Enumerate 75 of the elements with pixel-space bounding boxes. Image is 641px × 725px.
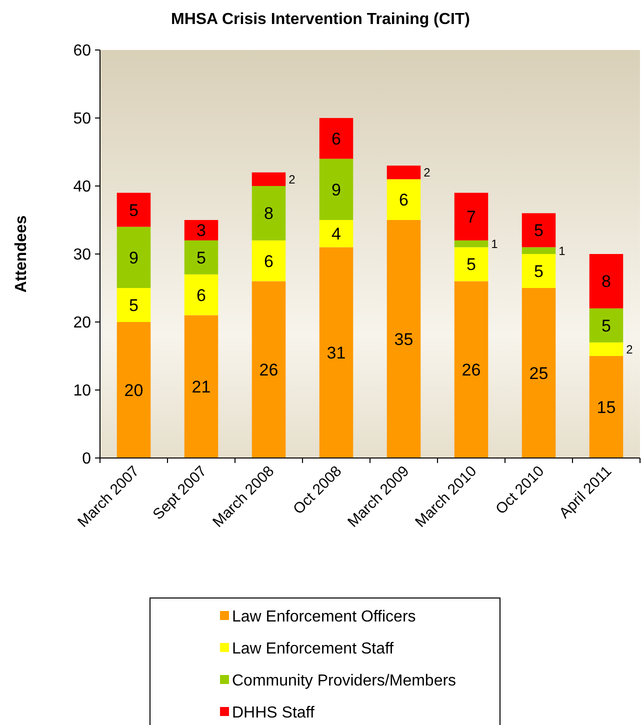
bar (252, 281, 286, 458)
bar (319, 118, 354, 159)
data-label: 2 (424, 166, 431, 180)
bar (252, 186, 286, 240)
bar (252, 172, 286, 186)
data-label: 9 (129, 248, 138, 268)
bar (522, 288, 556, 458)
y-tick-label: 30 (73, 246, 92, 264)
data-label: 3 (196, 221, 206, 240)
bar (319, 247, 354, 458)
bar (184, 315, 218, 458)
data-label: 4 (332, 224, 341, 244)
bar (386, 220, 421, 458)
y-tick-label: 20 (73, 314, 92, 332)
y-tick-label: 10 (73, 382, 92, 400)
data-label: 6 (332, 129, 341, 148)
data-label: 6 (399, 190, 408, 210)
y-tick-label: 40 (73, 178, 92, 196)
bar (522, 254, 556, 288)
bar (319, 220, 354, 248)
legend-label: Community Providers/Members (232, 672, 456, 690)
data-label: 31 (326, 344, 346, 363)
bar (454, 247, 488, 282)
bar (589, 342, 624, 356)
chart-title: MHSA Crisis Intervention Training (CIT) (171, 11, 470, 28)
bar (454, 192, 488, 240)
bar (319, 158, 354, 220)
bar (116, 226, 151, 288)
data-label: 26 (259, 360, 278, 380)
data-label: 21 (192, 378, 211, 397)
data-label: 25 (529, 364, 548, 383)
legend-label: Law Enforcement Officers (232, 608, 416, 626)
data-label: 2 (288, 172, 296, 186)
legend-label: DHHS Staff (232, 704, 315, 722)
data-label: 6 (264, 252, 274, 271)
bar (184, 220, 218, 240)
bar (184, 240, 218, 274)
data-label: 6 (196, 286, 206, 305)
y-axis-title: Attendees (13, 215, 30, 293)
data-label: 5 (534, 262, 544, 281)
bar (184, 274, 218, 316)
data-label: 2 (626, 342, 634, 356)
bar (386, 166, 421, 180)
bar (589, 356, 624, 458)
data-label: 5 (534, 221, 544, 240)
bar (116, 288, 151, 322)
data-label: 8 (264, 204, 274, 224)
y-tick-label: 50 (73, 110, 92, 128)
y-tick-label: 0 (82, 450, 92, 468)
bar (589, 308, 624, 342)
data-label: 15 (596, 398, 616, 417)
data-label: 7 (466, 208, 476, 227)
bar (589, 254, 624, 308)
bar (454, 240, 488, 248)
data-label: 1 (491, 237, 498, 251)
data-label: 5 (196, 248, 206, 268)
data-label: 5 (602, 316, 611, 336)
bar (252, 240, 286, 282)
bar (116, 192, 151, 227)
legend-label: Law Enforcement Staff (232, 640, 394, 658)
data-label: 5 (466, 255, 476, 274)
data-label: 9 (332, 180, 341, 200)
bar (522, 213, 556, 248)
data-label: 26 (462, 360, 481, 380)
bar (386, 179, 421, 220)
bar (522, 247, 556, 254)
bar (116, 322, 151, 458)
data-label: 20 (124, 380, 144, 400)
data-label: 5 (129, 296, 138, 315)
data-label: 8 (602, 272, 611, 292)
data-label: 35 (394, 330, 414, 349)
bar (454, 281, 488, 458)
y-tick-label: 60 (73, 42, 92, 60)
data-label: 5 (129, 200, 138, 220)
data-label: 1 (558, 244, 566, 258)
